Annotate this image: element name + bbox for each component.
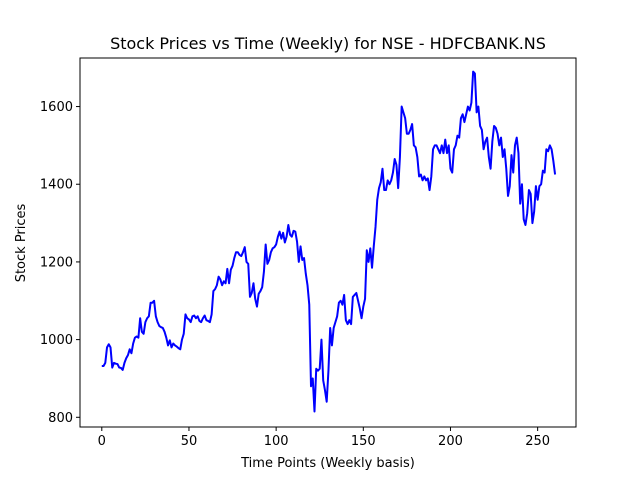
- y-tick-label: 1200: [40, 255, 73, 270]
- axes-frame: [79, 57, 577, 428]
- plot-area: [79, 57, 577, 428]
- y-axis-ticks: 800 1000 1200 1400 1600: [40, 100, 80, 426]
- x-tick-label: 200: [438, 434, 463, 449]
- x-axis-ticks: 0 50 100 150 200 250: [98, 427, 550, 449]
- y-tick-label: 1000: [40, 333, 73, 348]
- x-tick-label: 250: [525, 434, 550, 449]
- x-tick-label: 0: [98, 434, 106, 449]
- y-axis-label: Stock Prices: [14, 203, 29, 282]
- x-tick-label: 100: [264, 434, 289, 449]
- y-tick-label: 1400: [40, 178, 73, 193]
- y-tick-label: 800: [48, 411, 73, 426]
- chart-title: Stock Prices vs Time (Weekly) for NSE - …: [110, 34, 546, 53]
- series-line-0: [101, 70, 557, 413]
- x-tick-label: 50: [181, 434, 198, 449]
- y-tick-label: 1600: [40, 100, 73, 115]
- x-axis-label: Time Points (Weekly basis): [240, 456, 415, 471]
- x-tick-label: 150: [351, 434, 376, 449]
